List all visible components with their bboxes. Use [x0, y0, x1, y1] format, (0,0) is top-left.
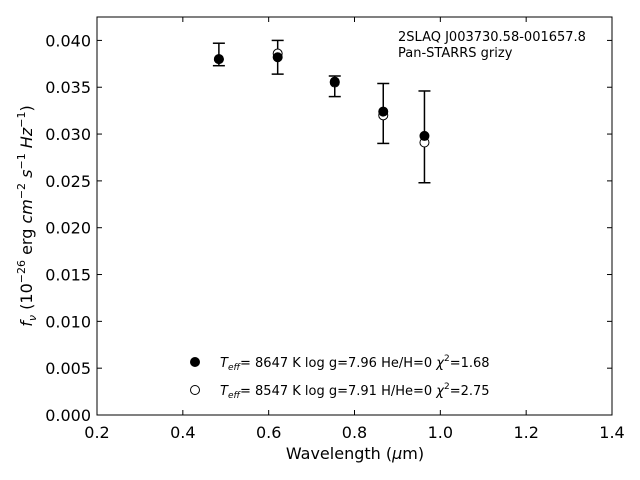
x-tick-label: 0.8 — [342, 423, 367, 442]
y-tick-label: 0.030 — [45, 125, 91, 144]
y-tick-label: 0.025 — [45, 172, 91, 191]
annotation-line-1: 2SLAQ J003730.58-001657.8 — [398, 30, 586, 45]
legend-label-open: Teff= 8547 K log g=7.91 H/He=0 χ2=2.75 — [220, 382, 490, 401]
model-point-filled — [213, 54, 224, 65]
legend-marker-filled — [190, 357, 200, 367]
y-tick-label: 0.020 — [45, 219, 91, 238]
x-tick-label: 0.2 — [84, 423, 109, 442]
legend-marker-open — [190, 385, 200, 395]
y-axis-label: fν (10−26 erg cm−2 s−1 Hz−1) — [15, 105, 39, 326]
model-point-filled — [272, 52, 283, 63]
model-point-filled — [329, 76, 340, 87]
legend-label-filled: Teff= 8647 K log g=7.96 He/H=0 χ2=1.68 — [220, 354, 490, 373]
legend: Teff= 8647 K log g=7.96 He/H=0 χ2=1.68 T… — [190, 354, 490, 401]
model-point-filled — [419, 130, 430, 141]
x-tick-label: 0.6 — [256, 423, 281, 442]
y-tick-label: 0.005 — [45, 359, 91, 378]
y-tick-label: 0.040 — [45, 31, 91, 50]
x-tick-label: 1.2 — [513, 423, 538, 442]
x-tick-label: 1.0 — [428, 423, 453, 442]
x-axis-label: Wavelength (μm) — [286, 444, 424, 463]
y-tick-label: 0.010 — [45, 312, 91, 331]
x-tick-label: 1.4 — [599, 423, 624, 442]
model-point-filled — [378, 106, 389, 117]
y-tick-label: 0.000 — [45, 406, 91, 425]
marker-layer — [213, 48, 430, 148]
y-tick-label: 0.015 — [45, 266, 91, 285]
plot-frame — [96, 16, 613, 416]
x-tick-label: 0.4 — [170, 423, 195, 442]
y-tick-label: 0.035 — [45, 78, 91, 97]
ticks-layer: 0.2 0.4 0.6 0.8 1.0 1.2 1.4 0.000 0.005 0.010 0.01… — [45, 17, 625, 442]
annotation-line-2: Pan-STARRS grizy — [398, 46, 513, 61]
